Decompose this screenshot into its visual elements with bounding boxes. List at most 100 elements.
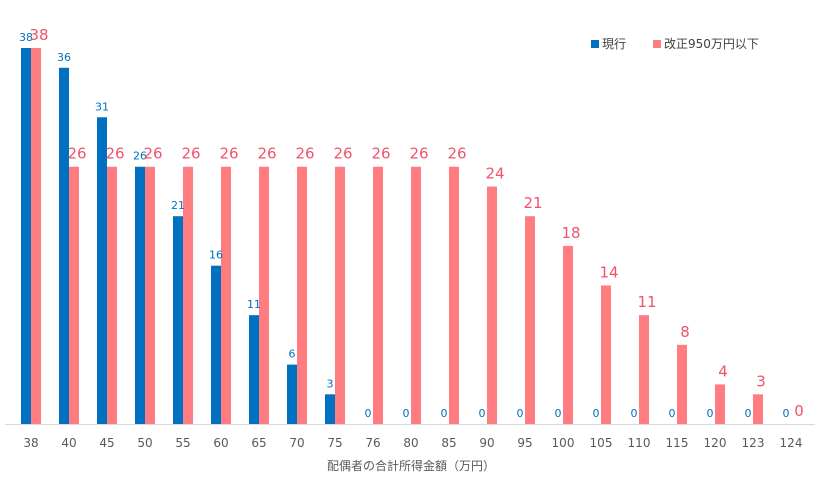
- bar-revised-75: [335, 166, 345, 424]
- legend-swatch-current: [591, 40, 599, 48]
- bar-revised-80: [411, 166, 421, 424]
- label-current-110: 0: [631, 407, 638, 420]
- x-tick-100: 100: [552, 436, 575, 450]
- label-revised-60: 26: [219, 145, 238, 163]
- label-current-124: 0: [783, 407, 790, 420]
- label-current-65: 11: [247, 298, 261, 311]
- label-revised-76: 26: [371, 145, 390, 163]
- x-tick-75: 75: [327, 436, 342, 450]
- bar-current-50: [135, 166, 145, 424]
- bar-revised-76: [373, 166, 383, 424]
- label-revised-90: 24: [485, 165, 504, 183]
- label-revised-80: 26: [409, 145, 428, 163]
- label-revised-65: 26: [257, 145, 276, 163]
- label-revised-100: 18: [561, 224, 580, 242]
- label-revised-40: 26: [67, 145, 86, 163]
- label-revised-124: 0: [794, 402, 804, 420]
- bar-current-40: [59, 67, 69, 424]
- bar-revised-60: [221, 166, 231, 424]
- bar-revised-110: [639, 315, 649, 424]
- bars-layer: [21, 48, 763, 425]
- bar-current-65: [249, 315, 259, 424]
- label-current-40: 36: [57, 51, 71, 64]
- bar-current-38: [21, 48, 31, 424]
- x-tick-50: 50: [137, 436, 152, 450]
- bar-revised-65: [259, 166, 269, 424]
- label-current-85: 0: [441, 407, 448, 420]
- label-current-95: 0: [517, 407, 524, 420]
- label-current-105: 0: [593, 407, 600, 420]
- bar-revised-105: [601, 285, 611, 424]
- bar-revised-115: [677, 344, 687, 424]
- bar-revised-85: [449, 166, 459, 424]
- x-axis-title: 配偶者の合計所得金額（万円）: [327, 458, 495, 473]
- bar-current-70: [287, 364, 297, 424]
- label-current-38: 38: [19, 31, 33, 44]
- bar-current-55: [173, 216, 183, 424]
- bar-revised-45: [107, 166, 117, 424]
- x-tick-115: 115: [666, 436, 689, 450]
- label-revised-95: 21: [523, 194, 542, 212]
- x-tick-110: 110: [628, 436, 651, 450]
- label-revised-70: 26: [295, 145, 314, 163]
- label-current-80: 0: [403, 407, 410, 420]
- x-tick-105: 105: [590, 436, 613, 450]
- x-tick-65: 65: [251, 436, 266, 450]
- x-tick-60: 60: [213, 436, 228, 450]
- bar-revised-100: [563, 245, 573, 424]
- bar-revised-123: [753, 394, 763, 424]
- legend-label-revised: 改正950万円以下: [664, 37, 759, 51]
- x-tick-123: 123: [742, 436, 765, 450]
- label-current-45: 31: [95, 100, 109, 113]
- x-tick-124: 124: [780, 436, 803, 450]
- x-tick-55: 55: [175, 436, 190, 450]
- label-current-60: 16: [209, 249, 223, 262]
- bar-revised-38: [31, 48, 41, 424]
- label-revised-85: 26: [447, 145, 466, 163]
- label-revised-55: 26: [181, 145, 200, 163]
- label-revised-123: 3: [756, 372, 766, 390]
- legend: 現行 改正950万円以下: [591, 37, 759, 51]
- label-revised-45: 26: [105, 145, 124, 163]
- x-tick-38: 38: [23, 436, 38, 450]
- label-current-55: 21: [171, 199, 185, 212]
- label-revised-75: 26: [333, 145, 352, 163]
- label-current-75: 3: [327, 377, 334, 390]
- bar-current-60: [211, 265, 221, 424]
- bar-current-45: [97, 117, 107, 425]
- label-current-120: 0: [707, 407, 714, 420]
- x-tick-40: 40: [61, 436, 76, 450]
- x-tick-76: 76: [365, 436, 380, 450]
- x-tick-70: 70: [289, 436, 304, 450]
- bar-current-75: [325, 394, 335, 424]
- label-current-90: 0: [479, 407, 486, 420]
- bar-revised-120: [715, 384, 725, 424]
- bar-revised-90: [487, 186, 497, 424]
- bar-revised-70: [297, 166, 307, 424]
- label-revised-115: 8: [680, 323, 690, 341]
- x-tick-85: 85: [441, 436, 456, 450]
- x-tick-80: 80: [403, 436, 418, 450]
- x-tick-90: 90: [479, 436, 494, 450]
- label-revised-50: 26: [143, 145, 162, 163]
- bar-revised-95: [525, 216, 535, 424]
- label-revised-110: 11: [637, 293, 656, 311]
- bar-revised-55: [183, 166, 193, 424]
- label-current-70: 6: [289, 348, 296, 361]
- label-current-115: 0: [669, 407, 676, 420]
- x-ticks-layer: 38 40 45 50 55 60 65 70 75 76 80 85 90 95 100 105 110 115…: [23, 436, 802, 450]
- bar-revised-50: [145, 166, 155, 424]
- bar-revised-40: [69, 166, 79, 424]
- label-current-100: 0: [555, 407, 562, 420]
- x-tick-45: 45: [99, 436, 114, 450]
- label-revised-105: 14: [599, 263, 618, 281]
- label-revised-38: 38: [29, 26, 48, 44]
- x-tick-95: 95: [517, 436, 532, 450]
- label-current-76: 0: [365, 407, 372, 420]
- legend-label-current: 現行: [602, 37, 626, 51]
- label-current-50: 26: [133, 150, 147, 163]
- label-revised-120: 4: [718, 362, 728, 380]
- x-tick-120: 120: [704, 436, 727, 450]
